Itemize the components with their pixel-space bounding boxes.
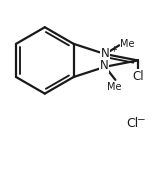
- Text: −: −: [136, 115, 145, 125]
- Text: +: +: [110, 45, 117, 54]
- Text: Cl: Cl: [132, 70, 144, 83]
- Text: Me: Me: [120, 39, 135, 49]
- Text: Cl: Cl: [126, 117, 138, 130]
- Text: N: N: [100, 59, 109, 73]
- Text: N: N: [101, 47, 110, 60]
- Text: Me: Me: [107, 82, 122, 92]
